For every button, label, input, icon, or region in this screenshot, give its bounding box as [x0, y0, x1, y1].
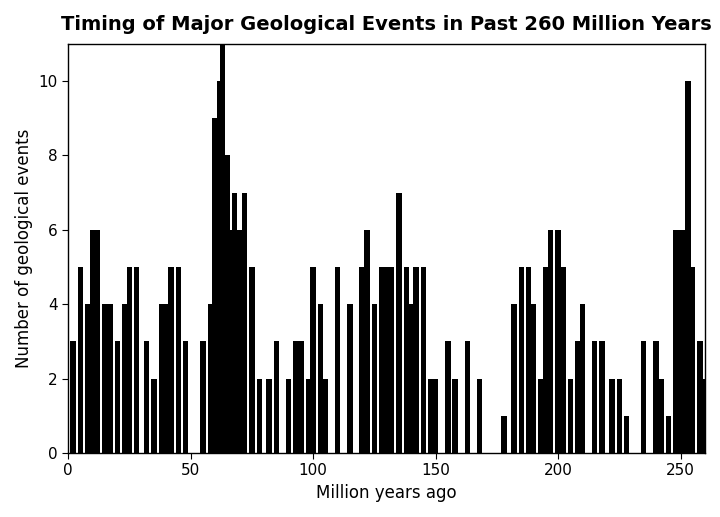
Bar — [114, 341, 120, 453]
Bar — [548, 230, 554, 453]
Bar — [379, 267, 384, 453]
Bar — [347, 304, 353, 453]
Bar — [372, 304, 377, 453]
Bar — [107, 304, 112, 453]
Bar — [658, 378, 664, 453]
Bar — [102, 304, 108, 453]
Bar — [305, 378, 311, 453]
Bar — [323, 378, 328, 453]
Bar — [318, 304, 323, 453]
Bar — [249, 267, 255, 453]
Bar — [95, 230, 100, 453]
Bar — [256, 378, 262, 453]
Bar — [477, 378, 482, 453]
Bar — [122, 304, 127, 453]
Bar — [220, 44, 225, 453]
Bar — [217, 81, 222, 453]
Bar — [403, 267, 409, 453]
Bar — [293, 341, 299, 453]
Bar — [183, 341, 189, 453]
Bar — [310, 267, 316, 453]
Bar — [690, 267, 696, 453]
Bar — [575, 341, 580, 453]
Bar — [428, 378, 433, 453]
Bar — [683, 230, 688, 453]
Bar — [526, 267, 531, 453]
Bar — [408, 304, 414, 453]
Bar — [335, 267, 341, 453]
Bar — [543, 267, 549, 453]
Bar — [413, 267, 419, 453]
Bar — [698, 341, 703, 453]
Bar — [168, 267, 174, 453]
Bar — [685, 81, 690, 453]
Y-axis label: Number of geological events: Number of geological events — [15, 129, 33, 368]
Bar — [85, 304, 91, 453]
Bar — [237, 230, 243, 453]
Bar — [433, 378, 438, 453]
Bar — [212, 118, 218, 453]
Bar — [673, 230, 678, 453]
Bar — [242, 193, 247, 453]
Bar — [592, 341, 598, 453]
Bar — [207, 304, 213, 453]
X-axis label: Million years ago: Million years ago — [316, 484, 457, 502]
Bar — [127, 267, 132, 453]
Bar — [396, 193, 402, 453]
Bar — [555, 230, 561, 453]
Bar — [609, 378, 615, 453]
Bar — [501, 416, 507, 453]
Bar — [389, 267, 395, 453]
Bar — [560, 267, 566, 453]
Bar — [464, 341, 470, 453]
Bar — [518, 267, 524, 453]
Bar — [274, 341, 279, 453]
Bar — [298, 341, 304, 453]
Bar — [567, 378, 573, 453]
Bar — [144, 341, 149, 453]
Bar — [266, 378, 271, 453]
Bar — [225, 156, 230, 453]
Bar — [134, 267, 140, 453]
Bar — [78, 267, 84, 453]
Bar — [641, 341, 647, 453]
Bar — [384, 267, 390, 453]
Bar — [364, 230, 369, 453]
Bar — [580, 304, 585, 453]
Bar — [445, 341, 451, 453]
Bar — [702, 378, 708, 453]
Bar — [531, 304, 536, 453]
Bar — [71, 341, 76, 453]
Bar — [158, 304, 164, 453]
Bar — [359, 267, 365, 453]
Bar — [420, 267, 426, 453]
Bar — [600, 341, 605, 453]
Bar — [539, 378, 544, 453]
Bar — [653, 341, 659, 453]
Title: Timing of Major Geological Events in Past 260 Million Years: Timing of Major Geological Events in Pas… — [61, 15, 712, 34]
Bar — [232, 193, 238, 453]
Bar — [665, 416, 671, 453]
Bar — [678, 230, 683, 453]
Bar — [200, 341, 206, 453]
Bar — [163, 304, 169, 453]
Bar — [151, 378, 157, 453]
Bar — [90, 230, 96, 453]
Bar — [176, 267, 181, 453]
Bar — [616, 378, 622, 453]
Bar — [624, 416, 629, 453]
Bar — [452, 378, 458, 453]
Bar — [286, 378, 292, 453]
Bar — [511, 304, 517, 453]
Bar — [230, 230, 235, 453]
